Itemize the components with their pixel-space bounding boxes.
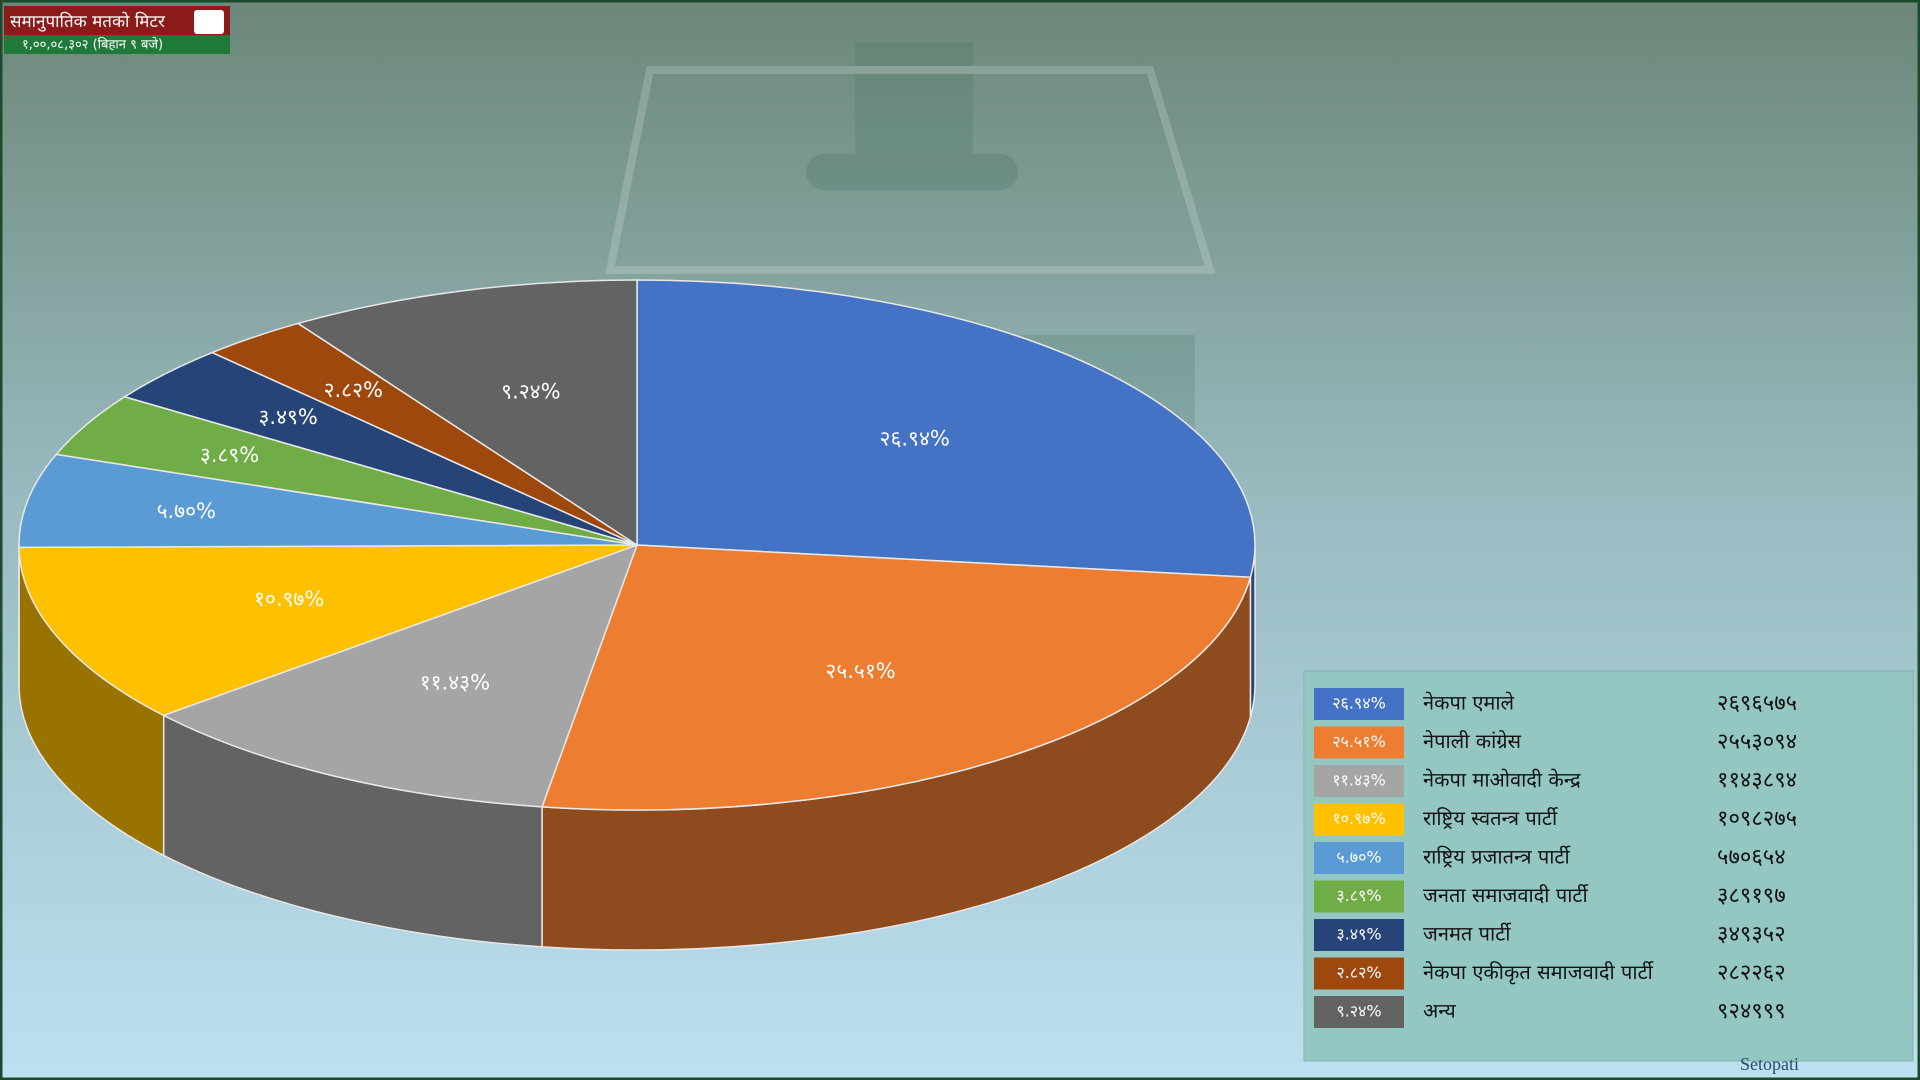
legend-name: नेकपा एकीकृत समाजवादी पार्टी [1423,960,1654,985]
legend-votes: ३८९१९७ [1717,884,1786,909]
legend-swatch [1314,957,1404,990]
slice [636,279,1256,579]
slice-label: २५.५१% [825,659,895,683]
ballot-icon [194,10,224,34]
legend-swatch [1314,688,1404,720]
legend-name: जनमत पार्टी [1423,922,1511,946]
slice-label: ५.७०% [157,499,216,523]
slice [18,453,638,549]
slice-label: ९.२४% [501,380,560,404]
legend-name: नेपाली कांग्रेस [1423,729,1522,753]
legend-votes: ५७०६५४ [1717,845,1786,870]
legend-swatch [1314,726,1404,759]
title-box: समानुपातिक मतको मिटर १,००,०८,३०२ (बिहान … [4,6,230,54]
legend-name: राष्ट्रिय प्रजातन्त्र पार्टी [1423,845,1570,869]
legend-percent: २.८२% [1336,963,1381,982]
legend-votes: २५५३०९४ [1717,730,1797,755]
legend-name: नेकपा एमाले [1423,691,1515,715]
legend-swatch [1314,803,1404,836]
legend-swatch [1314,842,1404,874]
legend-percent: १०.९७% [1332,809,1386,828]
legend-swatch [1314,880,1404,913]
subtitle-bg [4,35,230,54]
legend-box [1303,670,1914,1062]
slice [18,544,638,717]
legend-swatch [1314,765,1404,797]
legend-votes: ११४३८९४ [1717,768,1797,793]
title-bg [4,6,230,37]
slice [540,544,1252,811]
chart-subtitle: १,००,०८,३०२ (बिहान ९ बजे) [22,37,163,53]
pie: २६.९४% २५.५१% ११.४३% १०.९७% ५.७०% ३.८९%३.४९%२… [18,279,1256,951]
legend-percent: ९.२४% [1336,1002,1381,1021]
legend-votes: २८२२६२ [1717,961,1786,986]
legend-percent: ३.४९% [1336,925,1381,944]
legend-votes: ३४९३५२ [1717,922,1786,947]
slice-label: ३.४९% [259,405,318,429]
slice-label: १०.९७% [254,587,324,611]
slice-label: ११.४३% [420,671,490,695]
legend-swatch [1314,919,1404,951]
legend-name: जनता समाजवादी पार्टी [1423,883,1588,907]
slice-label: २.८२% [324,378,383,402]
legend: २६.९४% नेकपा एमाले २६९६५७५ २५.५१% नेपाली कां… [1314,688,1797,1028]
slice [161,543,639,808]
slice-label: २६.९४% [880,427,950,451]
legend-percent: ३.८९% [1336,886,1381,905]
legend-percent: ११.४३% [1332,771,1386,790]
legend-votes: १०९८२७५ [1717,807,1797,832]
legend-votes: ९२४९९९ [1717,999,1786,1024]
legend-name: अन्य [1423,999,1456,1023]
slice [296,279,638,547]
legend-name: राष्ट्रिय स्वतन्त्र पार्टी [1423,806,1558,830]
watermark: Setopati [1740,1054,1799,1074]
legend-percent: २५.५१% [1332,732,1386,751]
legend-name: नेकपा माओवादी केन्द्र [1423,768,1581,792]
legend-swatch [1314,996,1404,1028]
legend-percent: ५.७०% [1336,848,1381,867]
chart-title: समानुपातिक मतको मिटर [10,11,166,32]
slice-label: ३.८९% [200,443,259,467]
legend-votes: २६९६५७५ [1717,691,1797,716]
legend-percent: २६.९४% [1332,694,1386,713]
